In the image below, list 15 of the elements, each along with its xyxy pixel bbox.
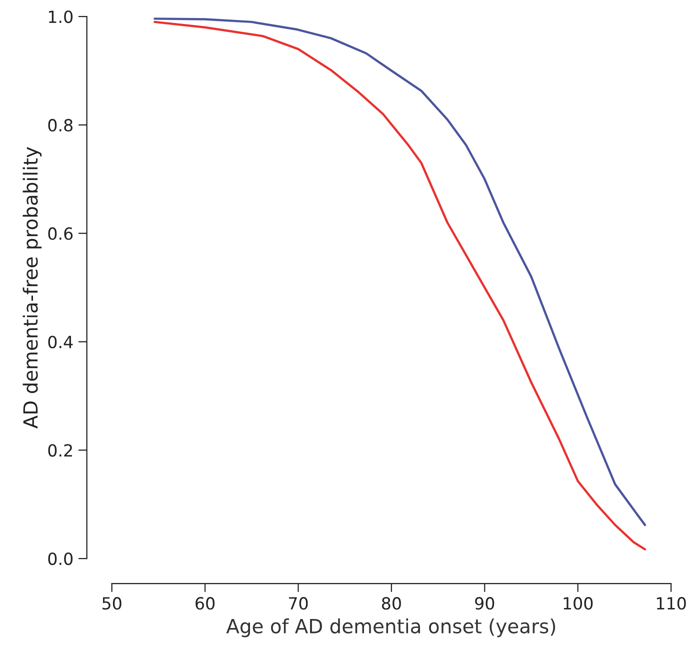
y-tick-label: 1.0 [48, 10, 73, 24]
y-tick-label: 0.4 [48, 336, 73, 348]
y-tick-label: 0.2 [48, 444, 72, 457]
y-tick-label: 0.6 [48, 227, 73, 240]
x-tick-label: 50 [102, 597, 122, 610]
x-tick-label: 70 [289, 597, 308, 610]
y-axis-title: AD dementia-free probability [22, 147, 42, 428]
y-tick-label: 0.0 [48, 552, 73, 566]
x-tick-label: 100 [564, 597, 593, 610]
x-tick-label: 90 [475, 597, 494, 610]
x-axis-title: Age of AD dementia onset (years) [226, 618, 556, 638]
y-tick-label: 0.8 [48, 118, 73, 132]
x-tick-label: 110 [656, 597, 686, 610]
x-tick-label: 60 [196, 597, 215, 610]
x-tick-label: 80 [382, 597, 401, 610]
